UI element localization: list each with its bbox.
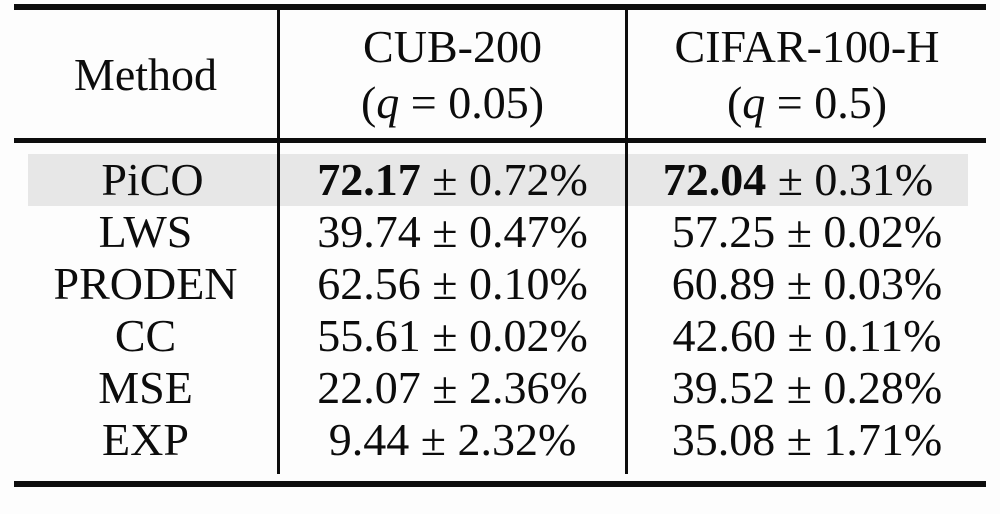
cifar-error: ± 0.02% bbox=[786, 206, 943, 257]
cub-error: ± 0.10% bbox=[432, 258, 588, 309]
bottom-spacer bbox=[14, 474, 986, 481]
cub-mean: 62.56 bbox=[317, 258, 421, 309]
cifar-value-cell: 57.25 ± 0.02% bbox=[624, 206, 986, 258]
cifar-mean: 39.52 bbox=[671, 362, 776, 413]
cub-sub-prefix: ( bbox=[360, 77, 377, 128]
method-cell: EXP bbox=[14, 414, 277, 474]
cifar-mean: 35.08 bbox=[671, 414, 776, 465]
method-name: CC bbox=[114, 310, 177, 361]
cub-mean: 55.61 bbox=[317, 310, 421, 361]
cifar-value-cell: 42.60 ± 0.11% bbox=[624, 310, 986, 362]
cub-mean: 9.44 bbox=[328, 414, 410, 465]
cifar-q-variable: q bbox=[742, 77, 766, 128]
cub-column-label: CUB-200 bbox=[363, 21, 542, 72]
cifar-error: ± 0.31% bbox=[777, 154, 934, 205]
method-name: LWS bbox=[98, 206, 193, 257]
cub-error: ± 2.36% bbox=[432, 362, 588, 413]
header-cell-cub: CUB-200 (q = 0.05) bbox=[277, 10, 625, 138]
results-table: Method CUB-200 (q = 0.05) CIFAR-100-H (q… bbox=[14, 4, 986, 487]
method-column-label: Method bbox=[73, 48, 218, 100]
bottom-rule bbox=[14, 481, 986, 487]
cifar-column-sublabel: (q = 0.5) bbox=[727, 75, 887, 130]
cifar-error: ± 0.03% bbox=[786, 258, 943, 309]
cifar-value-cell: 60.89 ± 0.03% bbox=[624, 258, 986, 310]
table-row-proden: PRODEN 62.56 ± 0.10% 60.89 ± 0.03% bbox=[14, 258, 986, 310]
cifar-mean: 42.60 bbox=[672, 310, 777, 361]
header-cell-cifar: CIFAR-100-H (q = 0.5) bbox=[624, 10, 986, 138]
header-row: Method CUB-200 (q = 0.05) CIFAR-100-H (q… bbox=[14, 10, 986, 138]
mid-rule bbox=[14, 138, 986, 143]
cifar-error: ± 1.71% bbox=[786, 414, 943, 465]
method-cell: PiCO bbox=[14, 143, 278, 206]
method-cell: PRODEN bbox=[14, 258, 277, 310]
cub-error: ± 0.47% bbox=[432, 206, 588, 257]
cub-value-cell: 55.61 ± 0.02% bbox=[277, 310, 625, 362]
method-cell: MSE bbox=[14, 362, 277, 414]
method-name: EXP bbox=[102, 414, 189, 465]
header-cell-method: Method bbox=[14, 10, 277, 138]
cub-error: ± 2.32% bbox=[420, 414, 577, 465]
cifar-error: ± 0.28% bbox=[786, 362, 943, 413]
table-row-pico: PiCO 72.17 ± 0.72% 72.04 ± 0.31% bbox=[14, 143, 986, 206]
cifar-value-cell: 35.08 ± 1.71% bbox=[624, 414, 986, 474]
cub-column-sublabel: (q = 0.05) bbox=[361, 75, 544, 130]
table-row-mse: MSE 22.07 ± 2.36% 39.52 ± 0.28% bbox=[14, 362, 986, 414]
cub-value-cell: 9.44 ± 2.32% bbox=[277, 414, 625, 474]
method-cell: CC bbox=[14, 310, 277, 362]
cifar-mean: 72.04 bbox=[662, 154, 767, 205]
cub-value-cell: 39.74 ± 0.47% bbox=[277, 206, 625, 258]
method-name: PiCO bbox=[101, 154, 204, 205]
method-name: PRODEN bbox=[53, 258, 238, 309]
cub-value-cell: 22.07 ± 2.36% bbox=[277, 362, 625, 414]
cub-value-cell: 72.17 ± 0.72% bbox=[277, 143, 625, 206]
cub-mean: 22.07 bbox=[317, 362, 421, 413]
cub-error: ± 0.02% bbox=[432, 310, 588, 361]
cifar-error: ± 0.11% bbox=[787, 310, 942, 361]
cub-sub-suffix: = 0.05) bbox=[399, 77, 545, 128]
cub-value-cell: 62.56 ± 0.10% bbox=[277, 258, 625, 310]
cub-mean: 72.17 bbox=[317, 154, 421, 205]
cifar-sub-prefix: ( bbox=[726, 77, 743, 128]
top-rule bbox=[14, 4, 986, 10]
cifar-mean: 60.89 bbox=[671, 258, 776, 309]
cifar-column-label: CIFAR-100-H bbox=[674, 21, 940, 72]
cub-q-variable: q bbox=[376, 77, 400, 128]
cifar-sub-suffix: = 0.5) bbox=[765, 77, 888, 128]
cub-error: ± 0.72% bbox=[432, 154, 588, 205]
method-name: MSE bbox=[98, 362, 193, 413]
table-row-exp: EXP 9.44 ± 2.32% 35.08 ± 1.71% bbox=[14, 414, 986, 474]
cub-mean: 39.74 bbox=[317, 206, 421, 257]
method-cell: LWS bbox=[14, 206, 277, 258]
table-row-lws: LWS 39.74 ± 0.47% 57.25 ± 0.02% bbox=[14, 206, 986, 258]
cifar-mean: 57.25 bbox=[671, 206, 776, 257]
table-row-cc: CC 55.61 ± 0.02% 42.60 ± 0.11% bbox=[14, 310, 986, 362]
cifar-value-cell: 72.04 ± 0.31% bbox=[624, 143, 986, 206]
cifar-value-cell: 39.52 ± 0.28% bbox=[624, 362, 986, 414]
